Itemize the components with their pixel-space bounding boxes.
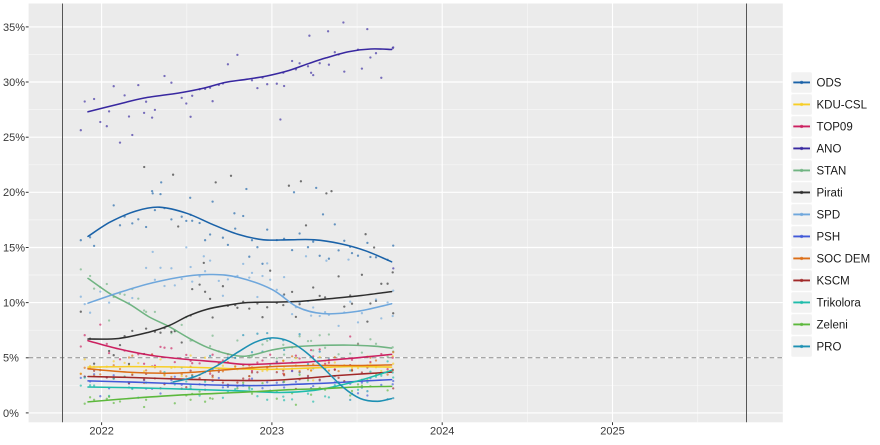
- svg-text:Pirati: Pirati: [817, 188, 843, 200]
- svg-text:10%: 10%: [3, 298, 25, 310]
- svg-text:ODS: ODS: [817, 78, 842, 90]
- svg-text:30%: 30%: [3, 77, 25, 89]
- svg-text:PRO: PRO: [817, 342, 842, 354]
- svg-text:ANO: ANO: [817, 144, 842, 156]
- svg-text:35%: 35%: [3, 22, 25, 34]
- svg-text:5%: 5%: [3, 353, 19, 365]
- svg-text:Zeleni: Zeleni: [817, 320, 848, 332]
- svg-text:PSH: PSH: [817, 232, 841, 244]
- svg-text:25%: 25%: [3, 132, 25, 144]
- svg-text:15%: 15%: [3, 242, 25, 254]
- svg-text:KDU-CSL: KDU-CSL: [817, 100, 868, 112]
- svg-text:SOC DEM: SOC DEM: [817, 254, 871, 266]
- svg-text:2023: 2023: [260, 426, 284, 438]
- svg-text:Trikolora: Trikolora: [817, 298, 862, 310]
- svg-text:2022: 2022: [89, 426, 113, 438]
- svg-text:2025: 2025: [600, 426, 624, 438]
- svg-text:TOP09: TOP09: [817, 122, 853, 134]
- svg-text:STAN: STAN: [817, 166, 847, 178]
- svg-text:0%: 0%: [3, 408, 19, 420]
- svg-text:SPD: SPD: [817, 210, 841, 222]
- svg-text:2024: 2024: [430, 426, 454, 438]
- svg-text:20%: 20%: [3, 187, 25, 199]
- svg-text:KSCM: KSCM: [817, 276, 850, 288]
